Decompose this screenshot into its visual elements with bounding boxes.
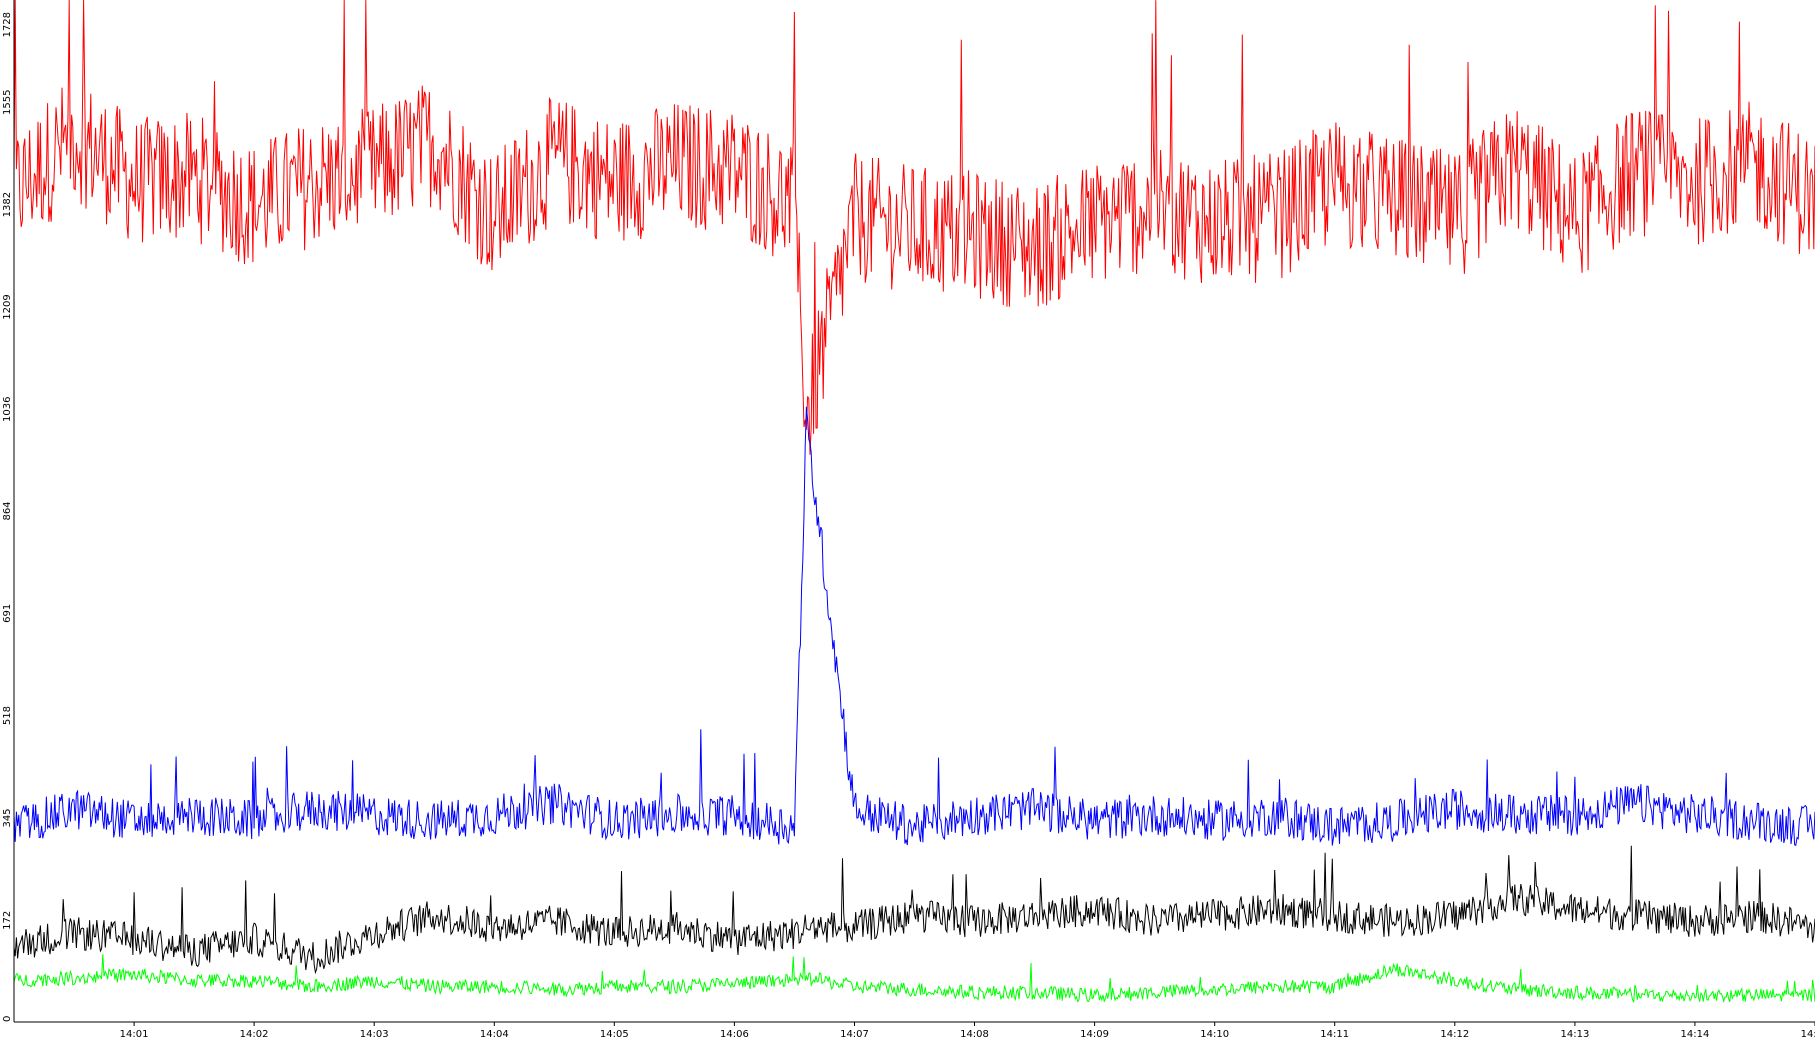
x-tick-label: 14:05: [600, 1029, 629, 1039]
x-tick-label: 14:10: [1200, 1029, 1229, 1039]
x-tick-label: 14:06: [720, 1029, 749, 1039]
x-tick-label: 14:01: [120, 1029, 149, 1039]
x-tick-label: 14:09: [1080, 1029, 1109, 1039]
x-tick-label: 14:14: [1680, 1029, 1709, 1039]
y-tick-label: 691: [2, 604, 13, 623]
series-line-2: [13, 845, 1815, 975]
x-tick-label: 14:13: [1560, 1029, 1589, 1039]
y-tick-label: 1209: [2, 294, 13, 319]
y-tick-label: 518: [2, 706, 13, 725]
x-tick-label: 14:11: [1320, 1029, 1349, 1039]
x-tick-label: 14:15: [1801, 1029, 1815, 1039]
series-line-0: [13, 0, 1815, 455]
x-tick-label: 14:08: [960, 1029, 989, 1039]
x-tick-labels: 14:01 14:02 14:03 14:04 14:05 14:06 14:07 14:08…: [120, 1022, 1815, 1039]
series-line-1: [13, 406, 1815, 847]
y-tick-label: 1728: [2, 12, 13, 37]
y-tick-label: 1555: [2, 90, 13, 115]
x-tick-label: 14:03: [360, 1029, 389, 1039]
y-tick-label: 0: [2, 1016, 13, 1022]
x-tick-label: 14:04: [480, 1029, 509, 1039]
x-tick-label: 14:07: [840, 1029, 869, 1039]
y-tick-label: 1036: [2, 397, 13, 422]
x-tick-label: 14:12: [1440, 1029, 1469, 1039]
y-tick-label: 1382: [2, 192, 13, 217]
x-tick-label: 14:02: [240, 1029, 269, 1039]
y-tick-label: 172: [2, 911, 13, 930]
series-layer: [13, 0, 1815, 1004]
y-tick-label: 864: [2, 501, 13, 520]
y-tick-label: 345: [2, 808, 13, 827]
series-line-3: [13, 954, 1815, 1004]
y-tick-labels: 0 172 345 518 691 864 1036 1209 1382 1555 1728: [2, 12, 13, 1022]
axis-layer: [13, 0, 1815, 1023]
